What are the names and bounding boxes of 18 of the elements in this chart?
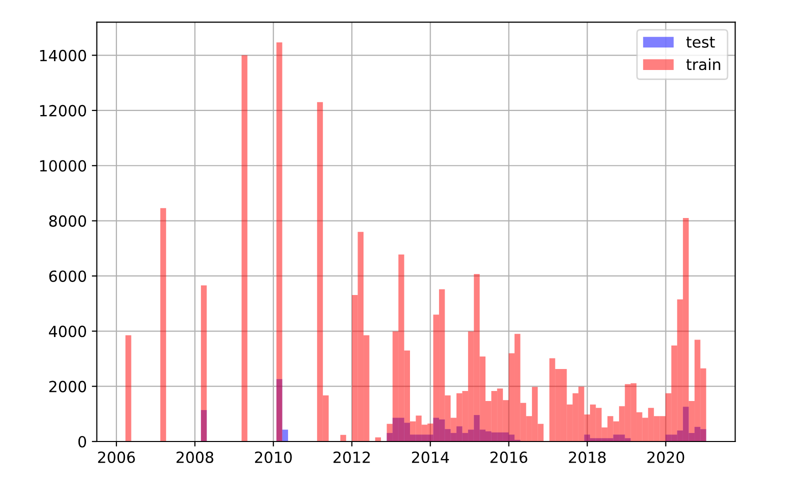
y-tick-label: 10000 (40, 160, 86, 172)
x-tick-label: 2020 (647, 451, 684, 464)
y-tick-label: 0 (78, 436, 86, 448)
x-tick-label: 2016 (490, 451, 528, 464)
y-tick-label: 2000 (49, 380, 86, 392)
x-tick-label: 2018 (568, 451, 606, 464)
legend-label: train (686, 58, 720, 70)
y-tick-label: 6000 (49, 270, 86, 282)
y-tick-label: 8000 (49, 215, 86, 227)
x-tick-label: 2006 (98, 451, 135, 464)
x-tick-label: 2012 (334, 451, 370, 464)
legend-label: test (686, 36, 715, 48)
y-tick-label: 14000 (40, 50, 86, 62)
y-tick-label: 4000 (48, 326, 86, 338)
y-tick-label: 12000 (40, 104, 86, 116)
x-tick-label: 2010 (255, 451, 292, 464)
x-tick-label: 2008 (176, 451, 214, 464)
x-tick-label: 2014 (412, 451, 449, 464)
